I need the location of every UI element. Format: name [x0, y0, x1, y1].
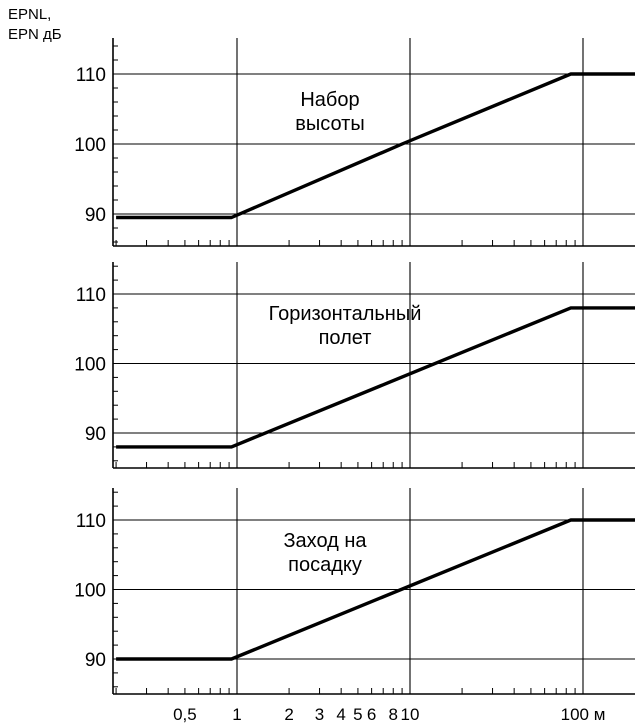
panel-approach-series-line — [116, 518, 635, 661]
panel-approach-y-tick-label: 100 — [74, 581, 106, 602]
grid-layer — [112, 38, 635, 695]
panel-climb-series-line — [116, 72, 635, 220]
x-tick-label: 3 — [315, 705, 324, 724]
x-tick-label: 8 — [389, 705, 398, 724]
panel-climb-y-tick-label: 110 — [76, 65, 106, 86]
panel-level-y-tick-label: 90 — [85, 424, 106, 445]
y-axis-label-line-1: EPNL, — [8, 6, 51, 23]
panel-approach-y-tick-label: 110 — [76, 511, 106, 532]
annotation-climb-line-1: Набор — [300, 89, 359, 111]
x-tick-label: 2 — [284, 705, 293, 724]
x-tick-label: 5 — [353, 705, 362, 724]
x-tick-label: 100 м — [561, 705, 606, 724]
x-tick-label: 10 — [401, 705, 420, 724]
annotation-level-line-1: Горизонтальный — [269, 303, 422, 325]
panel-climb-y-tick-label: 100 — [74, 135, 106, 156]
annotation-approach-line-2: посадку — [288, 554, 362, 576]
panel-approach-y-tick-label: 90 — [85, 650, 106, 671]
text-layer: EPNL, EPN дБ Набор высоты Горизонтальный… — [8, 6, 605, 724]
marks-layer — [116, 72, 635, 661]
annotation-level-line-2: полет — [319, 327, 372, 349]
annotation-approach-line-1: Заход на — [283, 530, 367, 552]
annotation-climb-line-2: высоты — [295, 113, 364, 135]
panel-level-y-tick-label: 110 — [76, 285, 106, 306]
x-tick-label: 0,5 — [173, 705, 197, 724]
x-tick-label: 1 — [232, 705, 241, 724]
x-tick-label: 6 — [367, 705, 376, 724]
panel-level-y-tick-label: 100 — [74, 355, 106, 376]
panel-level-series-line — [116, 306, 635, 449]
panel-climb-y-tick-label: 90 — [85, 205, 106, 226]
y-axis-label-line-2: EPN дБ — [8, 26, 62, 43]
x-tick-label: 4 — [336, 705, 345, 724]
